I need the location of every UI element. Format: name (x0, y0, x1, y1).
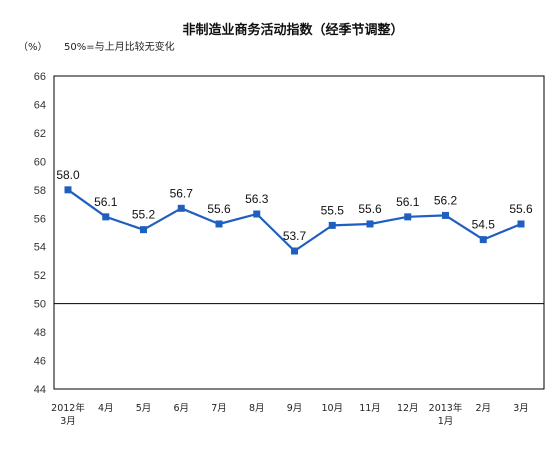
data-point (404, 213, 412, 221)
x-tick-label: 12月 (397, 403, 419, 414)
x-axis: 2012年 3月 4月 5月 6月 7月 8月 9月 10月 11月 12月 2013年 1月 2月 3月 (51, 402, 529, 427)
y-tick-label: 48 (34, 327, 46, 339)
data-point (177, 204, 185, 212)
data-point (366, 220, 374, 228)
x-tick-label: 6月 (173, 403, 189, 414)
x-tick-label: 5月 (136, 403, 152, 414)
x-tick-label: 2013年 1月 (429, 402, 463, 427)
chart-note: 50%=与上月比较无变化 (64, 40, 175, 53)
y-tick-label: 44 (34, 384, 46, 396)
x-tick-label: 10月 (321, 403, 343, 414)
data-label: 56.2 (434, 193, 458, 207)
data-label: 56.7 (170, 186, 194, 200)
x-tick-label: 11月 (359, 403, 381, 414)
data-label: 58.0 (56, 168, 80, 182)
series-markers (64, 186, 525, 255)
x-tick-label: 2012年 3月 (51, 402, 85, 427)
y-axis: 44 46 48 50 52 54 56 58 60 62 64 66 (34, 71, 46, 396)
y-tick-label: 54 (34, 242, 46, 254)
data-label: 55.6 (509, 202, 533, 216)
data-label: 55.5 (321, 203, 345, 217)
y-tick-label: 66 (34, 71, 46, 83)
data-label: 55.6 (207, 202, 231, 216)
data-label: 56.1 (396, 195, 420, 209)
data-point (442, 211, 449, 219)
data-point (64, 186, 72, 194)
data-labels: 58.0 56.1 55.2 56.7 55.6 56.3 53.7 55.5 55.6 56.1… (56, 168, 533, 243)
data-point (328, 221, 336, 229)
data-label: 55.2 (132, 208, 156, 222)
data-point (102, 213, 110, 221)
y-unit-label: （%） (18, 41, 48, 53)
x-tick-label: 3月 (513, 403, 529, 414)
y-tick-label: 60 (34, 156, 46, 168)
x-tick-label: 9月 (287, 403, 303, 414)
data-label: 53.7 (283, 229, 307, 243)
x-tick-label: 8月 (249, 403, 265, 414)
data-label: 56.3 (245, 192, 269, 206)
plot-frame (53, 75, 545, 390)
data-point (215, 220, 223, 228)
y-tick-label: 52 (34, 270, 46, 282)
x-tick-label: 4月 (98, 403, 114, 414)
chart-title: 非制造业商务活动指数（经季节调整） (182, 22, 403, 38)
data-point (479, 236, 487, 244)
data-point (517, 220, 525, 228)
y-tick-label: 50 (34, 299, 46, 311)
data-point (140, 226, 147, 234)
x-tick-label: 7月 (211, 403, 227, 414)
data-point (291, 247, 298, 255)
data-label: 56.1 (94, 195, 118, 209)
y-tick-label: 56 (34, 213, 46, 225)
data-point (253, 210, 261, 218)
x-tick-label: 2月 (475, 403, 491, 414)
y-tick-label: 62 (34, 128, 46, 140)
y-tick-label: 64 (34, 99, 46, 111)
y-tick-label: 46 (34, 356, 46, 368)
data-label: 54.5 (472, 218, 496, 232)
y-tick-label: 58 (34, 185, 46, 197)
data-label: 55.6 (358, 202, 382, 216)
